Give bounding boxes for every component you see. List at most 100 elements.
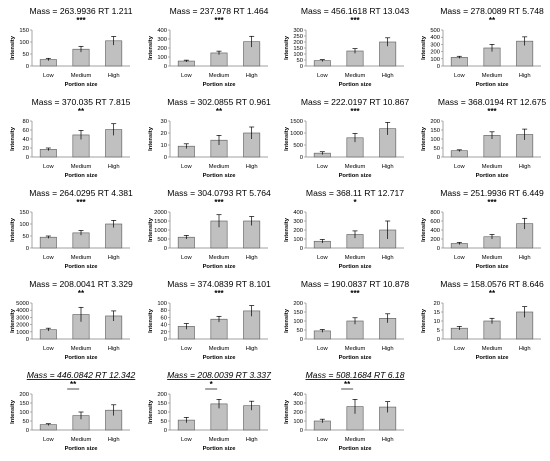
x-category-label: Low	[317, 255, 328, 261]
y-tick-label: 1000	[290, 131, 303, 137]
chart-title: Mass = 508.1684 RT 6.18	[306, 370, 405, 380]
y-tick-label: 200	[157, 46, 167, 52]
x-category-label: Low	[43, 164, 54, 170]
bar-medium	[483, 320, 501, 340]
y-tick-label: 400	[430, 228, 440, 234]
x-category-label: Low	[317, 73, 328, 79]
y-tick-label: 0	[26, 246, 29, 252]
y-tick-label: 80	[23, 119, 29, 125]
bar-low	[39, 236, 57, 249]
y-axis-title: Intensity	[10, 217, 16, 242]
x-axis-title: Portion size	[339, 264, 373, 270]
y-tick-label: 400	[430, 35, 440, 41]
x-category-label: High	[108, 255, 120, 261]
x-category-label: Low	[454, 73, 465, 79]
y-tick-label: 150	[293, 310, 303, 316]
x-axis-title: Portion size	[65, 173, 99, 179]
y-axis-title: Intensity	[421, 35, 427, 60]
y-tick-label: 50	[23, 234, 29, 240]
significance-marker: ***	[76, 16, 86, 25]
chart-title: Mass = 302.0855 RT 0.961	[167, 97, 271, 107]
y-tick-label: 1000	[154, 228, 167, 234]
x-category-label: Low	[181, 255, 192, 261]
significance-marker: **	[78, 107, 85, 116]
y-axis-title: Intensity	[284, 308, 290, 333]
x-category-label: Low	[317, 164, 328, 170]
y-tick-label: 300	[157, 37, 167, 43]
chart-title: Mass = 304.0793 RT 5.764	[167, 188, 271, 198]
x-category-label: Medium	[71, 346, 92, 352]
chart-title: Mass = 446.0842 RT 12.342	[27, 370, 136, 380]
significance-marker: ***	[350, 107, 360, 116]
significance-marker: ***	[487, 198, 497, 207]
x-category-label: Low	[43, 255, 54, 261]
y-tick-label: 400	[293, 392, 303, 398]
x-axis-title: Portion size	[65, 355, 99, 361]
x-category-label: Medium	[209, 437, 230, 443]
y-tick-label: 50	[297, 58, 303, 64]
y-tick-label: 0	[300, 246, 303, 252]
significance-marker: ***	[214, 198, 224, 207]
chart-panel-8: Mass = 368.0194 RT 12.675*** 0 50 100 150 200…	[421, 97, 546, 179]
y-tick-label: 100	[430, 137, 440, 143]
x-category-label: High	[382, 346, 394, 352]
significance-marker: **	[489, 289, 496, 298]
x-axis-title: Portion size	[203, 82, 237, 88]
chart-title: Mass = 368.11 RT 12.717	[306, 188, 404, 198]
chart-panel-7: Mass = 222.0197 RT 10.867*** 0 500 1000 1500…	[284, 97, 409, 179]
y-axis-title: Intensity	[284, 126, 290, 151]
y-tick-label: 500	[430, 28, 440, 34]
x-category-label: High	[246, 73, 258, 79]
chart-title: Mass = 208.0041 RT 3.329	[29, 279, 133, 289]
bar-low	[450, 150, 468, 158]
bar-low	[450, 57, 468, 67]
y-tick-label: 2000	[16, 323, 29, 329]
y-axis-title: Intensity	[284, 217, 290, 242]
y-tick-label: 150	[19, 28, 29, 34]
y-tick-label: 0	[164, 337, 167, 343]
y-tick-label: 0	[300, 337, 303, 343]
x-axis-title: Portion size	[339, 355, 373, 361]
y-tick-label: 0	[26, 428, 29, 434]
y-tick-label: 3000	[16, 315, 29, 321]
x-axis-title: Portion size	[339, 446, 373, 452]
chart-panel-10: Mass = 304.0793 RT 5.764*** 0 500 1000 1500 2…	[148, 188, 271, 270]
x-category-label: High	[519, 164, 531, 170]
x-category-label: Medium	[345, 73, 366, 79]
chart-title: Mass = 237.978 RT 1.464	[170, 6, 269, 16]
y-tick-label: 100	[157, 55, 167, 61]
y-tick-label: 0	[437, 246, 440, 252]
y-tick-label: 200	[430, 119, 440, 125]
y-tick-label: 5000	[16, 301, 29, 307]
y-tick-label: 150	[19, 401, 29, 407]
x-category-label: Medium	[345, 346, 366, 352]
y-tick-label: 300	[430, 42, 440, 48]
y-tick-label: 80	[161, 308, 167, 314]
y-axis-title: Intensity	[148, 399, 154, 424]
x-category-label: High	[519, 73, 531, 79]
y-tick-label: 600	[430, 219, 440, 225]
x-category-label: Low	[43, 73, 54, 79]
x-category-label: Low	[43, 437, 54, 443]
x-axis-title: Portion size	[339, 82, 373, 88]
x-category-label: Low	[43, 346, 54, 352]
y-axis-title: Intensity	[421, 217, 427, 242]
y-tick-label: 0	[26, 155, 29, 161]
chart-title: Mass = 222.0197 RT 10.867	[301, 97, 410, 107]
chart-title: Mass = 374.0839 RT 8.101	[167, 279, 271, 289]
chart-title: Mass = 278.0089 RT 5.748	[440, 6, 544, 16]
y-axis-title: Intensity	[421, 308, 427, 333]
y-tick-label: 0	[164, 64, 167, 70]
x-axis-title: Portion size	[203, 355, 237, 361]
significance-marker: ***	[76, 198, 86, 207]
x-category-label: Medium	[345, 437, 366, 443]
y-tick-label: 300	[293, 219, 303, 225]
y-tick-label: 5	[437, 328, 440, 334]
x-axis-title: Portion size	[476, 355, 510, 361]
x-category-label: Low	[454, 164, 465, 170]
chart-panel-2: Mass = 237.978 RT 1.464*** 0 100 200 300 400I…	[148, 6, 269, 88]
x-axis-title: Portion size	[476, 82, 510, 88]
x-category-label: Low	[454, 255, 465, 261]
y-tick-label: 400	[293, 210, 303, 216]
x-category-label: Medium	[482, 73, 503, 79]
